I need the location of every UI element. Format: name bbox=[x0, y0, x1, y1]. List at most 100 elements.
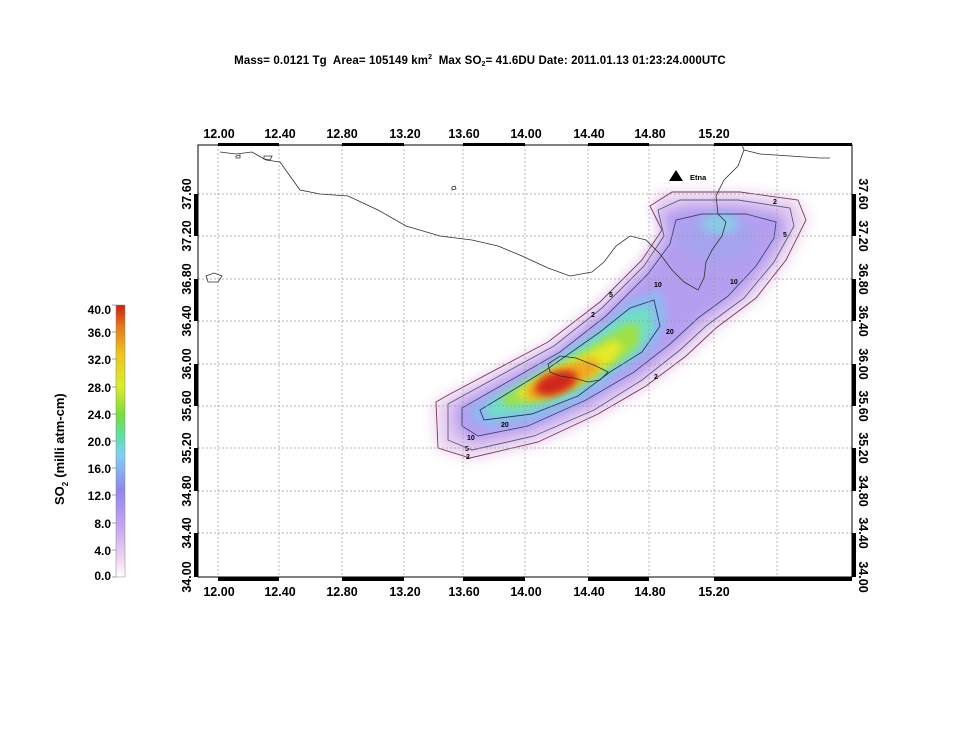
contour-label-10-east: 10 bbox=[730, 279, 738, 286]
contour-label-20-east: 20 bbox=[666, 329, 674, 336]
max-so2-label: Max SO bbox=[438, 55, 482, 67]
lon-label-bottom: 14.80 bbox=[634, 585, 665, 599]
date-label: Date: bbox=[538, 55, 568, 67]
lat-labels-right: 34.00 34.40 34.80 35.20 35.60 36.00 36.4… bbox=[856, 178, 870, 592]
coastline-islet-1 bbox=[263, 155, 273, 161]
contour-label-2-north: 2 bbox=[773, 199, 777, 206]
colorbar-label: 8.0 bbox=[94, 517, 111, 531]
colorbar-labels: 40.0 36.0 32.0 28.0 24.0 20.0 16.0 12.0 … bbox=[88, 303, 112, 583]
lon-label-top: 15.20 bbox=[698, 127, 729, 141]
lat-label-left: 36.40 bbox=[180, 305, 194, 336]
contour-label-10-north: 10 bbox=[654, 282, 662, 289]
contour-label-2-west: 2 bbox=[591, 312, 595, 319]
etna-marker: Etna bbox=[669, 170, 707, 182]
contour-labels: 2 2 2 2 5 5 5 10 10 10 20 20 bbox=[465, 199, 787, 461]
lat-label-left: 37.60 bbox=[180, 178, 194, 209]
lon-label-bottom: 13.60 bbox=[448, 585, 479, 599]
colorbar-label: 0.0 bbox=[94, 569, 111, 583]
lon-labels-bottom: 12.00 12.40 12.80 13.20 13.60 14.00 14.4… bbox=[203, 585, 729, 599]
lat-label-left: 35.20 bbox=[180, 432, 194, 463]
lon-labels-top: 12.00 12.40 12.80 13.20 13.60 14.00 14.4… bbox=[203, 127, 729, 141]
max-so2-value: = 41.6DU bbox=[485, 55, 536, 67]
plot-title: Mass= 0.0121 Tg Area= 105149 km2 Max SO2… bbox=[0, 54, 960, 68]
lat-label-right: 36.00 bbox=[856, 348, 870, 379]
area-label: Area= bbox=[332, 55, 366, 67]
lat-labels-left: 34.00 34.40 34.80 35.20 35.60 36.00 36.4… bbox=[180, 178, 194, 592]
coastline-islet-3 bbox=[235, 154, 241, 159]
contour-5 bbox=[447, 199, 795, 451]
colorbar-label: 4.0 bbox=[94, 544, 111, 558]
lat-label-right: 36.80 bbox=[856, 263, 870, 294]
lon-label-top: 12.40 bbox=[264, 127, 295, 141]
colorbar-label: 12.0 bbox=[88, 489, 112, 503]
coastline-islet-2 bbox=[451, 185, 457, 191]
colorbar-label: 24.0 bbox=[88, 408, 112, 422]
lon-label-bottom: 12.40 bbox=[264, 585, 295, 599]
colorbar-title-subscript: 2 bbox=[61, 481, 70, 486]
lat-label-right: 35.60 bbox=[856, 390, 870, 421]
area-unit-exponent: 2 bbox=[428, 54, 433, 61]
lat-label-right: 35.20 bbox=[856, 432, 870, 463]
volcano-triangle-icon bbox=[669, 170, 683, 181]
lon-label-top: 13.20 bbox=[389, 127, 420, 141]
colorbar-label: 28.0 bbox=[88, 381, 112, 395]
colorbar-label: 36.0 bbox=[88, 326, 112, 340]
lat-label-right: 34.40 bbox=[856, 517, 870, 548]
frame-scale-bars bbox=[194, 143, 856, 581]
lon-label-top: 14.80 bbox=[634, 127, 665, 141]
colorbar-label: 20.0 bbox=[88, 435, 112, 449]
volcano-label: Etna bbox=[690, 173, 707, 182]
lon-label-top: 14.40 bbox=[573, 127, 604, 141]
mass-value: 0.0121 Tg bbox=[273, 55, 327, 67]
contour-label-5-south: 5 bbox=[465, 446, 469, 453]
contour-label-10-south: 10 bbox=[467, 435, 475, 442]
colorbar-label: 32.0 bbox=[88, 353, 112, 367]
lat-label-right: 36.40 bbox=[856, 305, 870, 336]
contour-10 bbox=[461, 213, 777, 437]
coastlines bbox=[205, 144, 830, 383]
lon-label-bottom: 14.00 bbox=[510, 585, 541, 599]
colorbar: 40.0 36.0 32.0 28.0 24.0 20.0 16.0 12.0 … bbox=[52, 303, 126, 583]
lat-label-left: 34.00 bbox=[180, 561, 194, 592]
map-gridlines bbox=[198, 145, 852, 577]
contour-label-5-north: 5 bbox=[783, 232, 787, 239]
coastline-sicily-west bbox=[219, 151, 267, 161]
lon-label-bottom: 12.80 bbox=[326, 585, 357, 599]
lat-label-left: 34.40 bbox=[180, 517, 194, 548]
colorbar-label: 16.0 bbox=[88, 462, 112, 476]
contour-label-2-south: 2 bbox=[466, 454, 470, 461]
plume-upper-core bbox=[702, 214, 738, 234]
colorbar-label: 40.0 bbox=[88, 303, 112, 317]
coastline-malta bbox=[547, 355, 609, 383]
colorbar-ticks bbox=[112, 304, 116, 578]
contour-2 bbox=[435, 191, 807, 459]
svg-text:SO2(milli atm-cm): SO2 (milli atm-cm) bbox=[52, 393, 70, 505]
lat-label-right: 37.20 bbox=[856, 220, 870, 251]
contour-lines bbox=[435, 191, 807, 459]
coastline-sicily-north bbox=[743, 149, 830, 159]
lon-label-bottom: 14.40 bbox=[573, 585, 604, 599]
lon-label-top: 14.00 bbox=[510, 127, 541, 141]
lon-label-bottom: 15.20 bbox=[698, 585, 729, 599]
date-value: 2011.01.13 01:23:24.000UTC bbox=[571, 55, 726, 67]
contour-label-5-west: 5 bbox=[609, 292, 613, 299]
colorbar-title-so: SO bbox=[52, 486, 67, 505]
max-so2-subscript: 2 bbox=[481, 61, 486, 68]
lon-label-top: 12.00 bbox=[203, 127, 234, 141]
coastline-sicily-south bbox=[265, 144, 745, 291]
lat-label-left: 35.60 bbox=[180, 390, 194, 421]
lat-label-left: 37.20 bbox=[180, 220, 194, 251]
lat-label-left: 36.00 bbox=[180, 348, 194, 379]
colorbar-ramp bbox=[115, 304, 126, 578]
lon-label-bottom: 13.20 bbox=[389, 585, 420, 599]
lat-label-right: 34.00 bbox=[856, 561, 870, 592]
colorbar-title-units: (milli atm-cm) bbox=[52, 393, 67, 478]
area-value: 105149 km bbox=[369, 55, 429, 67]
contour-20 bbox=[479, 299, 661, 421]
lat-label-right: 34.80 bbox=[856, 475, 870, 506]
lon-label-top: 13.60 bbox=[448, 127, 479, 141]
lon-label-bottom: 12.00 bbox=[203, 585, 234, 599]
contour-label-2-east: 2 bbox=[654, 374, 658, 381]
coastline-pantelleria bbox=[205, 272, 223, 283]
